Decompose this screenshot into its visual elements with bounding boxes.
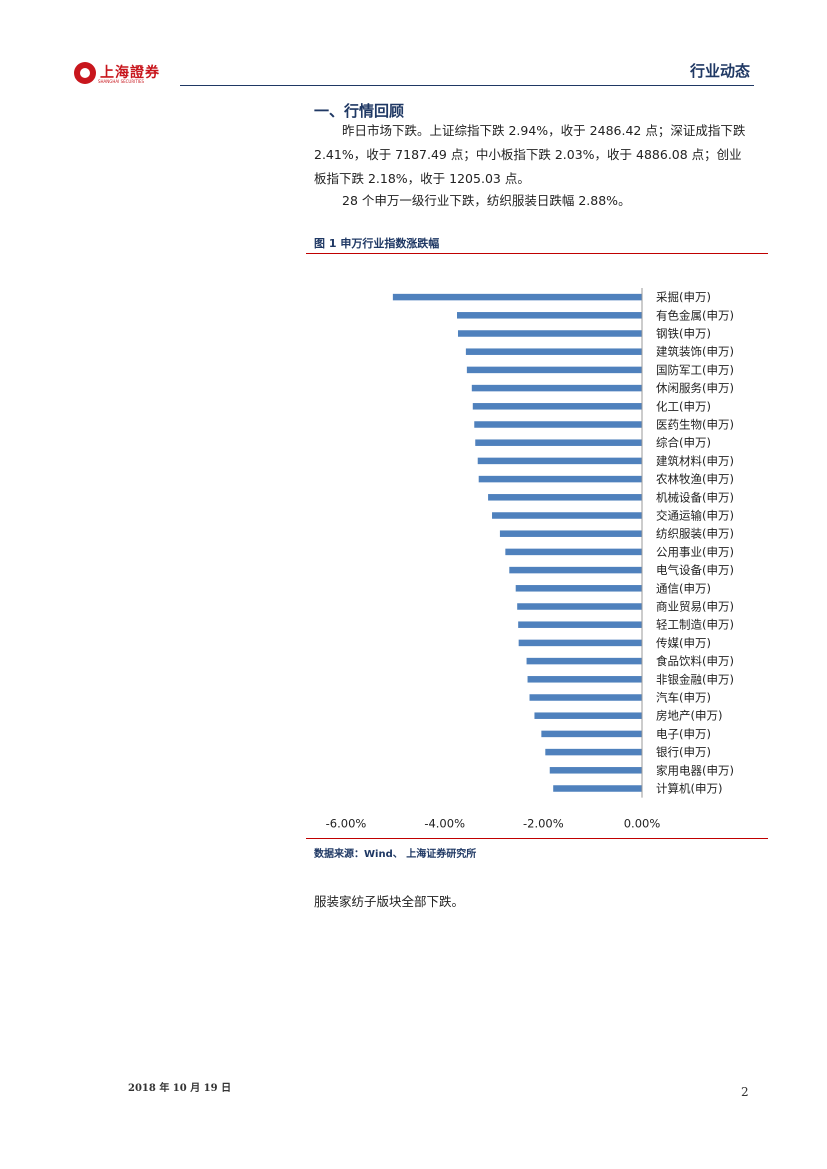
report-type-title: 行业动态 xyxy=(689,62,750,80)
bar-25 xyxy=(545,748,642,756)
category-label-8: 综合(申万) xyxy=(656,436,711,450)
category-label-15: 电气设备(申万) xyxy=(656,563,734,577)
category-label-7: 医药生物(申万) xyxy=(656,418,734,432)
bar-9 xyxy=(477,457,642,465)
category-label-16: 通信(申万) xyxy=(656,581,711,595)
header-divider xyxy=(180,85,754,86)
bar-22 xyxy=(529,694,642,701)
bar-8 xyxy=(475,439,642,446)
category-label-12: 交通运输(申万) xyxy=(656,509,734,523)
industry-change-bar-chart: 采掘(申万) 有色金属(申万) 钢铁(申万) 建筑装饰(申万) 国防军工(申万) 休闲服务… xyxy=(326,288,734,831)
category-label-14: 公用事业(申万) xyxy=(656,545,734,559)
bar-18 xyxy=(518,621,642,628)
category-label-4: 国防军工(申万) xyxy=(656,363,734,377)
category-labels-layer: 采掘(申万) 有色金属(申万) 钢铁(申万) 建筑装饰(申万) 国防军工(申万) 休闲服务… xyxy=(656,290,734,795)
category-label-19: 传媒(申万) xyxy=(656,636,711,650)
bar-4 xyxy=(466,366,642,374)
bar-12 xyxy=(492,512,642,519)
bar-17 xyxy=(517,603,642,610)
bar-24 xyxy=(541,730,642,738)
bar-21 xyxy=(527,676,642,683)
section-title: 一、行情回顾 xyxy=(314,102,405,120)
bar-7 xyxy=(474,421,642,428)
page-number: 2 xyxy=(741,1085,749,1099)
company-logo: 上海證券 SHANGHAI SECURITIES xyxy=(74,62,174,88)
bar-16 xyxy=(515,585,642,592)
bar-23 xyxy=(534,712,642,719)
category-label-1: 有色金属(申万) xyxy=(656,308,734,322)
bar-10 xyxy=(478,475,642,483)
category-label-25: 银行(申万) xyxy=(656,745,711,759)
bar-15 xyxy=(509,566,642,574)
bar-1 xyxy=(457,312,642,319)
category-label-18: 轻工制造(申万) xyxy=(656,618,734,632)
market-summary-paragraph: 昨日市场下跌。上证综指下跌 2.94%，收于 2486.42 点；深证成指下跌 … xyxy=(314,123,746,186)
category-label-5: 休闲服务(申万) xyxy=(656,381,734,395)
category-label-22: 汽车(申万) xyxy=(656,691,711,705)
bars-layer xyxy=(392,293,642,792)
category-label-23: 房地产(申万) xyxy=(656,709,722,723)
category-label-9: 建筑材料(申万) xyxy=(656,454,734,468)
report-date: 2018 年 10 月 19 日 xyxy=(128,1083,232,1094)
figure-top-rule xyxy=(306,253,768,254)
bar-26 xyxy=(549,767,642,774)
bar-0 xyxy=(392,293,642,301)
x-tick-label-0: -6.00% xyxy=(326,817,367,831)
category-label-3: 建筑装饰(申万) xyxy=(656,345,734,359)
subsector-note: 服装家纺子版块全部下跌。 xyxy=(314,894,465,909)
x-tick-label-3: 0.00% xyxy=(624,817,661,831)
category-label-21: 非银金融(申万) xyxy=(656,672,734,686)
bar-19 xyxy=(518,639,642,647)
category-label-2: 钢铁(申万) xyxy=(656,327,711,341)
figure-title: 图 1 申万行业指数涨跌幅 xyxy=(314,237,440,250)
category-label-0: 采掘(申万) xyxy=(656,290,711,304)
logo-text: 上海證券 xyxy=(100,65,160,81)
category-label-6: 化工(申万) xyxy=(656,399,711,413)
bar-5 xyxy=(471,384,642,392)
bar-27 xyxy=(553,785,642,792)
bar-20 xyxy=(526,657,642,665)
x-axis: -6.00% -4.00% -2.00% 0.00% xyxy=(326,288,661,831)
x-tick-label-2: -2.00% xyxy=(523,817,564,831)
bar-3 xyxy=(465,348,642,355)
data-source-note: 数据来源：Wind、 上海证券研究所 xyxy=(314,849,477,860)
category-label-11: 机械设备(申万) xyxy=(656,490,734,504)
bar-2 xyxy=(457,330,642,337)
bar-6 xyxy=(472,403,642,410)
logo-emblem-icon xyxy=(74,62,96,84)
category-label-24: 电子(申万) xyxy=(656,727,711,741)
bar-13 xyxy=(499,530,642,537)
category-label-26: 家用电器(申万) xyxy=(656,763,734,777)
x-tick-label-1: -4.00% xyxy=(424,817,465,831)
bar-11 xyxy=(488,494,642,501)
bar-14 xyxy=(505,548,642,556)
category-label-27: 计算机(申万) xyxy=(656,782,722,796)
category-label-10: 农林牧渔(申万) xyxy=(656,472,734,486)
category-label-20: 食品饮料(申万) xyxy=(656,654,734,668)
logo-subtext: SHANGHAI SECURITIES xyxy=(98,79,145,84)
category-label-17: 商业贸易(申万) xyxy=(656,600,734,614)
industry-summary-paragraph: 28 个申万一级行业下跌，纺织服装日跌幅 2.88%。 xyxy=(342,193,631,208)
category-label-13: 纺织服装(申万) xyxy=(656,527,734,541)
figure-bottom-rule xyxy=(306,838,768,839)
